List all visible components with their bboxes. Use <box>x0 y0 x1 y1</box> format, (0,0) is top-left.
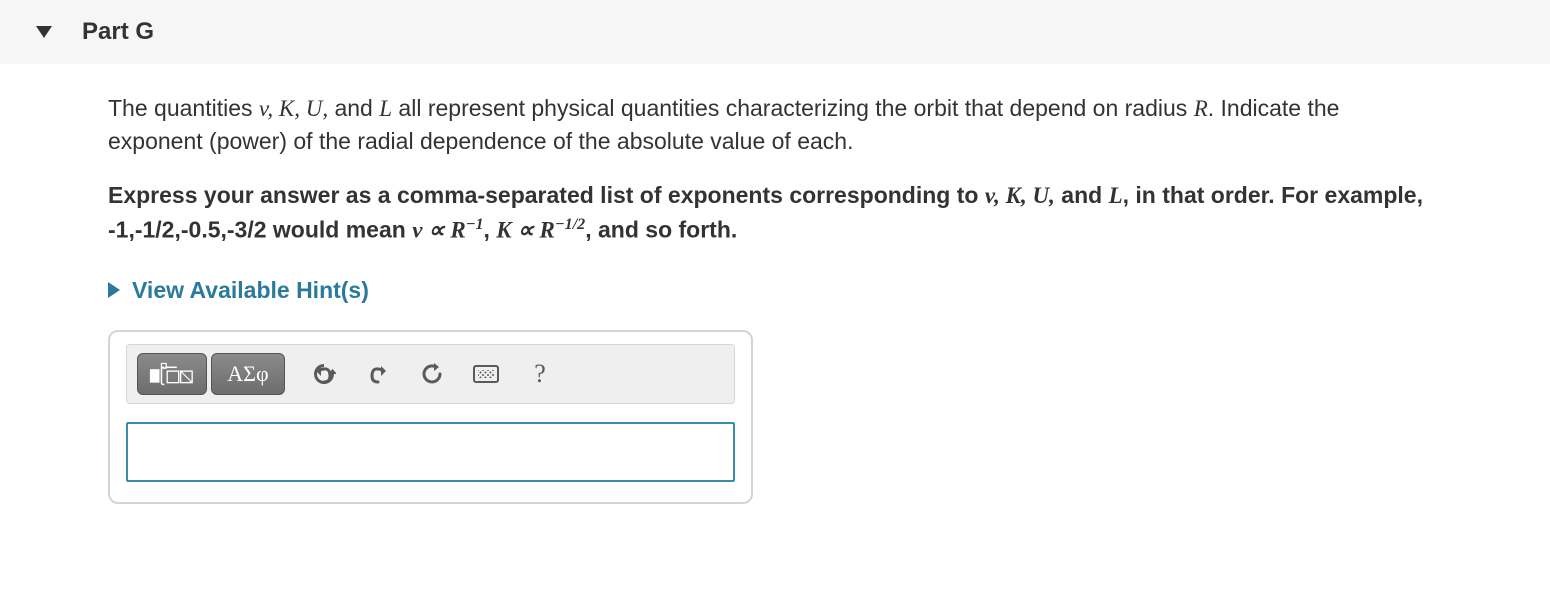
answer-box: ΑΣφ <box>108 330 753 504</box>
undo-icon <box>312 362 336 386</box>
help-button[interactable]: ? <box>515 353 565 395</box>
collapse-icon <box>36 26 52 38</box>
reset-button[interactable] <box>407 353 457 395</box>
instr-expr2-exp: −1/2 <box>555 216 585 233</box>
instr-lead: Express your answer as a comma-separated… <box>108 182 985 208</box>
instr-expr1-v: v ∝ R <box>412 217 465 242</box>
prompt-var-R: R <box>1194 96 1208 121</box>
symbols-label: ΑΣφ <box>227 361 268 387</box>
prompt-intro: The quantities <box>108 95 259 121</box>
undo-button[interactable] <box>299 353 349 395</box>
reset-icon <box>420 362 444 386</box>
redo-button[interactable] <box>353 353 403 395</box>
instr-sep: , <box>484 216 497 242</box>
instr-expr2-k: K ∝ R <box>496 217 555 242</box>
part-title: Part G <box>82 18 154 46</box>
prompt-var-L: L <box>379 96 392 121</box>
prompt-text: The quantities v, K, U, and L all repres… <box>108 92 1436 157</box>
templates-button[interactable] <box>137 353 207 395</box>
symbols-button[interactable]: ΑΣφ <box>211 353 285 395</box>
redo-icon <box>366 362 390 386</box>
instr-tail: , and so forth. <box>585 216 737 242</box>
hints-label: View Available Hint(s) <box>132 277 369 304</box>
keyboard-icon <box>473 365 499 383</box>
instr-vars: v, K, U, <box>985 183 1055 208</box>
instr-expr1-exp: −1 <box>466 216 484 233</box>
instructions: Express your answer as a comma-separated… <box>108 179 1436 246</box>
prompt-mid2: all represent physical quantities charac… <box>392 95 1194 121</box>
answer-input[interactable] <box>126 422 735 482</box>
help-icon: ? <box>534 359 546 389</box>
instr-mid1: and <box>1055 182 1109 208</box>
hints-toggle[interactable]: View Available Hint(s) <box>108 277 1436 304</box>
keyboard-button[interactable] <box>461 353 511 395</box>
prompt-vars1: v, K, U, <box>259 96 328 121</box>
equation-toolbar: ΑΣφ <box>126 344 735 404</box>
prompt-mid1: and <box>328 95 379 121</box>
chevron-right-icon <box>108 282 120 298</box>
templates-icon <box>148 361 196 387</box>
instr-var-L: L <box>1109 183 1123 208</box>
content-area: The quantities v, K, U, and L all repres… <box>0 92 1460 504</box>
part-header[interactable]: Part G <box>0 0 1550 64</box>
